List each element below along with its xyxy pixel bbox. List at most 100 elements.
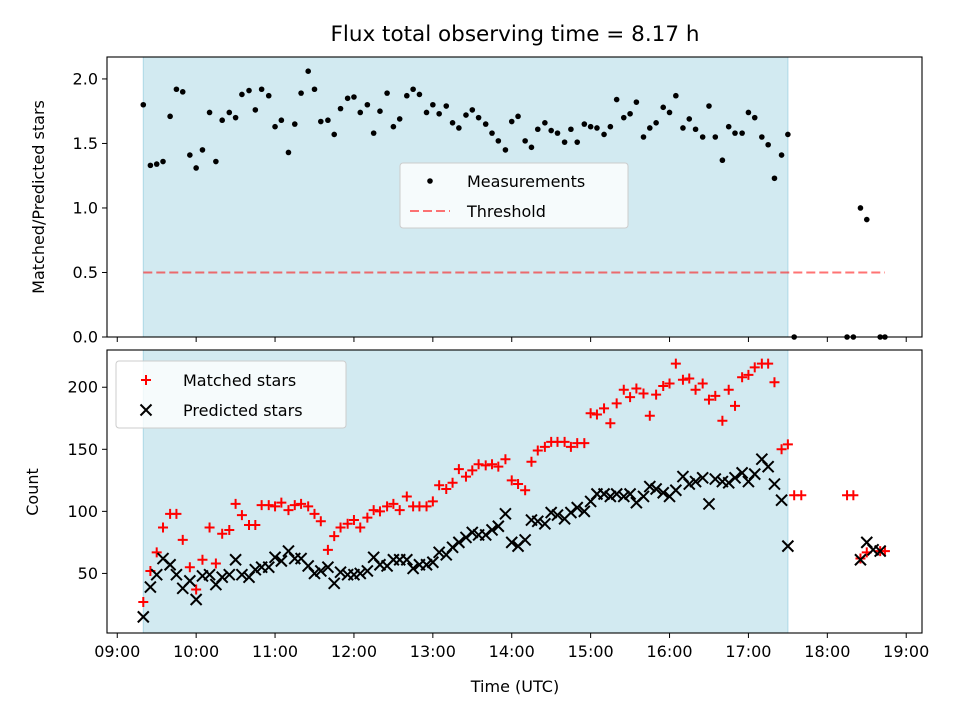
- matched-point: [500, 454, 511, 465]
- measurement-point: [528, 144, 535, 151]
- measurement-point: [449, 120, 456, 126]
- bottom-y-tick-label: 150: [67, 440, 98, 459]
- matched-point: [382, 501, 393, 512]
- matched-point: [539, 441, 550, 452]
- predicted-point: [137, 610, 150, 624]
- matched-point: [355, 522, 366, 533]
- predicted-point: [420, 558, 433, 571]
- bottom-legend: Matched stars Predicted stars: [115, 360, 347, 429]
- measurement-point: [305, 68, 311, 74]
- predicted-point: [334, 565, 347, 579]
- matched-point: [703, 394, 714, 405]
- x-tick-label: 10:00: [173, 642, 219, 661]
- matched-point: [579, 438, 590, 449]
- bottom-y-tick-label: 50: [78, 564, 98, 583]
- predicted-point: [617, 490, 630, 503]
- measurement-point: [318, 118, 324, 125]
- measurement-point: [594, 125, 600, 131]
- top-axes-frame: [106, 56, 923, 338]
- predicted-point: [709, 472, 722, 486]
- predicted-point: [761, 460, 775, 473]
- predicted-point: [485, 523, 499, 537]
- predicted-point: [170, 568, 183, 581]
- predicted-point: [505, 536, 518, 549]
- predicted-point: [144, 580, 157, 594]
- predicted-point: [748, 467, 761, 481]
- predicted-point: [578, 505, 591, 518]
- x-tick-label: 13:00: [410, 642, 456, 661]
- measurement-point: [692, 126, 699, 133]
- measurement-point: [436, 110, 442, 117]
- measurement-point: [759, 134, 765, 140]
- bottom-y-tick-label: 100: [67, 502, 98, 521]
- bottom-legend-box: [115, 360, 347, 429]
- matched-point: [427, 496, 438, 507]
- matched-point: [348, 515, 359, 526]
- matched-point: [335, 522, 346, 533]
- matched-point: [618, 384, 629, 395]
- measurement-point: [199, 147, 206, 153]
- matched-point: [730, 400, 741, 411]
- measurement-point: [574, 139, 581, 145]
- predicted-point: [321, 561, 335, 574]
- predicted-point: [314, 564, 328, 578]
- matched-point: [329, 531, 340, 542]
- measurement-point: [502, 147, 509, 153]
- measurement-point: [364, 101, 371, 108]
- matched-point: [342, 518, 353, 529]
- legend-predicted-marker: [139, 403, 153, 417]
- measurement-point: [246, 87, 252, 94]
- measurement-point: [232, 114, 239, 121]
- measurement-point: [311, 86, 318, 93]
- predicted-point: [406, 562, 420, 575]
- measurement-point: [193, 165, 199, 171]
- matched-point: [283, 505, 294, 516]
- measurement-point: [653, 120, 659, 126]
- predicted-point: [499, 507, 512, 521]
- matched-point: [210, 558, 221, 569]
- predicted-point: [571, 501, 584, 514]
- measurement-point: [239, 91, 245, 98]
- measurement-point: [778, 152, 785, 158]
- predicted-point: [432, 546, 446, 559]
- measurement-point: [640, 134, 647, 140]
- x-tick-label: 14:00: [489, 642, 535, 661]
- x-tick-label: 16:00: [646, 642, 692, 661]
- x-tick-label: 18:00: [804, 642, 850, 661]
- matched-point: [697, 378, 708, 389]
- predicted-point: [768, 477, 781, 491]
- predicted-point: [203, 568, 216, 581]
- measurement-point: [673, 92, 679, 99]
- matched-point: [362, 512, 373, 523]
- top-y-tick-label: 2.0: [73, 69, 98, 88]
- matched-point: [303, 501, 314, 512]
- legend-matched-marker: [141, 375, 151, 385]
- matched-point: [453, 464, 464, 475]
- measurement-point: [680, 125, 686, 131]
- predicted-point: [361, 564, 374, 578]
- predicted-point: [683, 477, 696, 491]
- measurement-point: [719, 157, 726, 164]
- matched-point: [434, 480, 445, 491]
- measurement-point: [351, 94, 357, 100]
- measurement-point: [416, 91, 423, 98]
- bottom-panel: 50 100 150 200 09:00 10:00 11:00 12:00 13:00 14:0…: [67, 349, 929, 661]
- matched-point: [638, 388, 649, 399]
- measurement-point: [258, 86, 265, 93]
- matched-point: [670, 358, 681, 369]
- measurement-point: [325, 117, 331, 124]
- measurement-point: [607, 123, 614, 130]
- x-tick-label: 17:00: [725, 642, 771, 661]
- matched-point: [749, 362, 760, 373]
- top-y-tick-label: 1.5: [73, 134, 98, 153]
- predicted-point: [551, 508, 564, 522]
- matched-point: [782, 439, 793, 450]
- measurement-point: [857, 205, 864, 211]
- measurement-point: [147, 162, 154, 169]
- matched-point: [236, 510, 247, 521]
- measurement-point: [706, 103, 712, 109]
- measurement-point: [561, 139, 568, 145]
- matched-point: [625, 392, 636, 403]
- matched-point: [559, 436, 570, 447]
